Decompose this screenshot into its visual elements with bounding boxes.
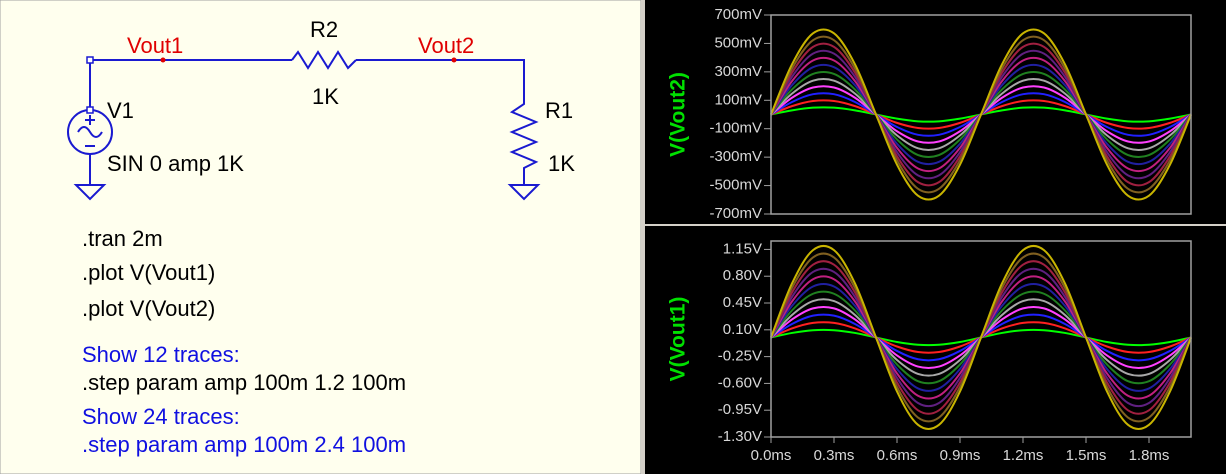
component-name: V1 bbox=[107, 98, 134, 123]
net-label: Vout1 bbox=[127, 33, 183, 58]
y-tick-label: 700mV bbox=[714, 6, 762, 23]
y-axis-label: V(Vout2) bbox=[667, 72, 690, 157]
net-flag bbox=[451, 57, 457, 63]
waveform-viewer: 700mV 500mV 300mV 100mV -100mV -300mV -500mV -7… bbox=[645, 0, 1226, 474]
x-tick-label: 0.0ms bbox=[751, 447, 792, 464]
trace bbox=[770, 28, 1192, 201]
x-tick-label: 1.2ms bbox=[1003, 447, 1044, 464]
x-tick-label: 1.5ms bbox=[1066, 447, 1107, 464]
comment: .step param amp 100m 2.4 100m bbox=[82, 432, 406, 457]
y-tick-label: -700mV bbox=[709, 205, 762, 222]
x-tick-label: 0.6ms bbox=[877, 447, 918, 464]
y-tick-label: -100mV bbox=[709, 120, 762, 137]
junction bbox=[86, 56, 94, 64]
y-tick-label: 0.45V bbox=[723, 294, 762, 311]
directive: .plot V(Vout1) bbox=[82, 260, 215, 285]
y-tick-label: 1.15V bbox=[723, 240, 762, 257]
comment: Show 12 traces: bbox=[82, 342, 240, 367]
junction bbox=[86, 106, 94, 114]
plot-pane bbox=[645, 226, 1226, 474]
directive: .plot V(Vout2) bbox=[82, 296, 215, 321]
y-axis-label: V(Vout1) bbox=[667, 297, 690, 382]
comment: Show 24 traces: bbox=[82, 404, 240, 429]
component-value: 1K bbox=[548, 151, 575, 176]
y-tick-label: -1.30V bbox=[718, 428, 762, 445]
y-tick-label: -300mV bbox=[709, 148, 762, 165]
component-value: SIN 0 amp 1K bbox=[107, 151, 244, 176]
x-tick-label: 0.3ms bbox=[814, 447, 855, 464]
y-tick-label: 300mV bbox=[714, 63, 762, 80]
component-name: R1 bbox=[545, 98, 573, 123]
x-tick-label: 1.8ms bbox=[1129, 447, 1170, 464]
directive: .step param amp 100m 1.2 100m bbox=[82, 370, 406, 395]
y-tick-label: -500mV bbox=[709, 177, 762, 194]
schematic-background bbox=[0, 0, 641, 474]
component-name: R2 bbox=[310, 17, 338, 42]
net-flag bbox=[160, 57, 166, 63]
x-tick-label: 0.9ms bbox=[940, 447, 981, 464]
trace bbox=[770, 244, 1192, 430]
directive: .tran 2m bbox=[82, 226, 163, 251]
plot-frame bbox=[770, 240, 1192, 438]
y-tick-label: -0.95V bbox=[718, 401, 762, 418]
y-tick-label: -0.60V bbox=[718, 374, 762, 391]
y-tick-label: 0.10V bbox=[723, 321, 762, 338]
plot-pane bbox=[645, 0, 1226, 224]
y-tick-label: 500mV bbox=[714, 34, 762, 51]
wires bbox=[67, 50, 541, 201]
schematic: Vout1 Vout2 R2 1K R1 1K V1 SIN 0 amp 1K … bbox=[0, 0, 641, 474]
plot-frame bbox=[770, 14, 1192, 215]
net-label: Vout2 bbox=[418, 33, 474, 58]
component-value: 1K bbox=[312, 84, 339, 109]
y-tick-label: -0.25V bbox=[718, 348, 762, 365]
y-tick-label: 100mV bbox=[714, 91, 762, 108]
y-tick-label: 0.80V bbox=[723, 267, 762, 284]
